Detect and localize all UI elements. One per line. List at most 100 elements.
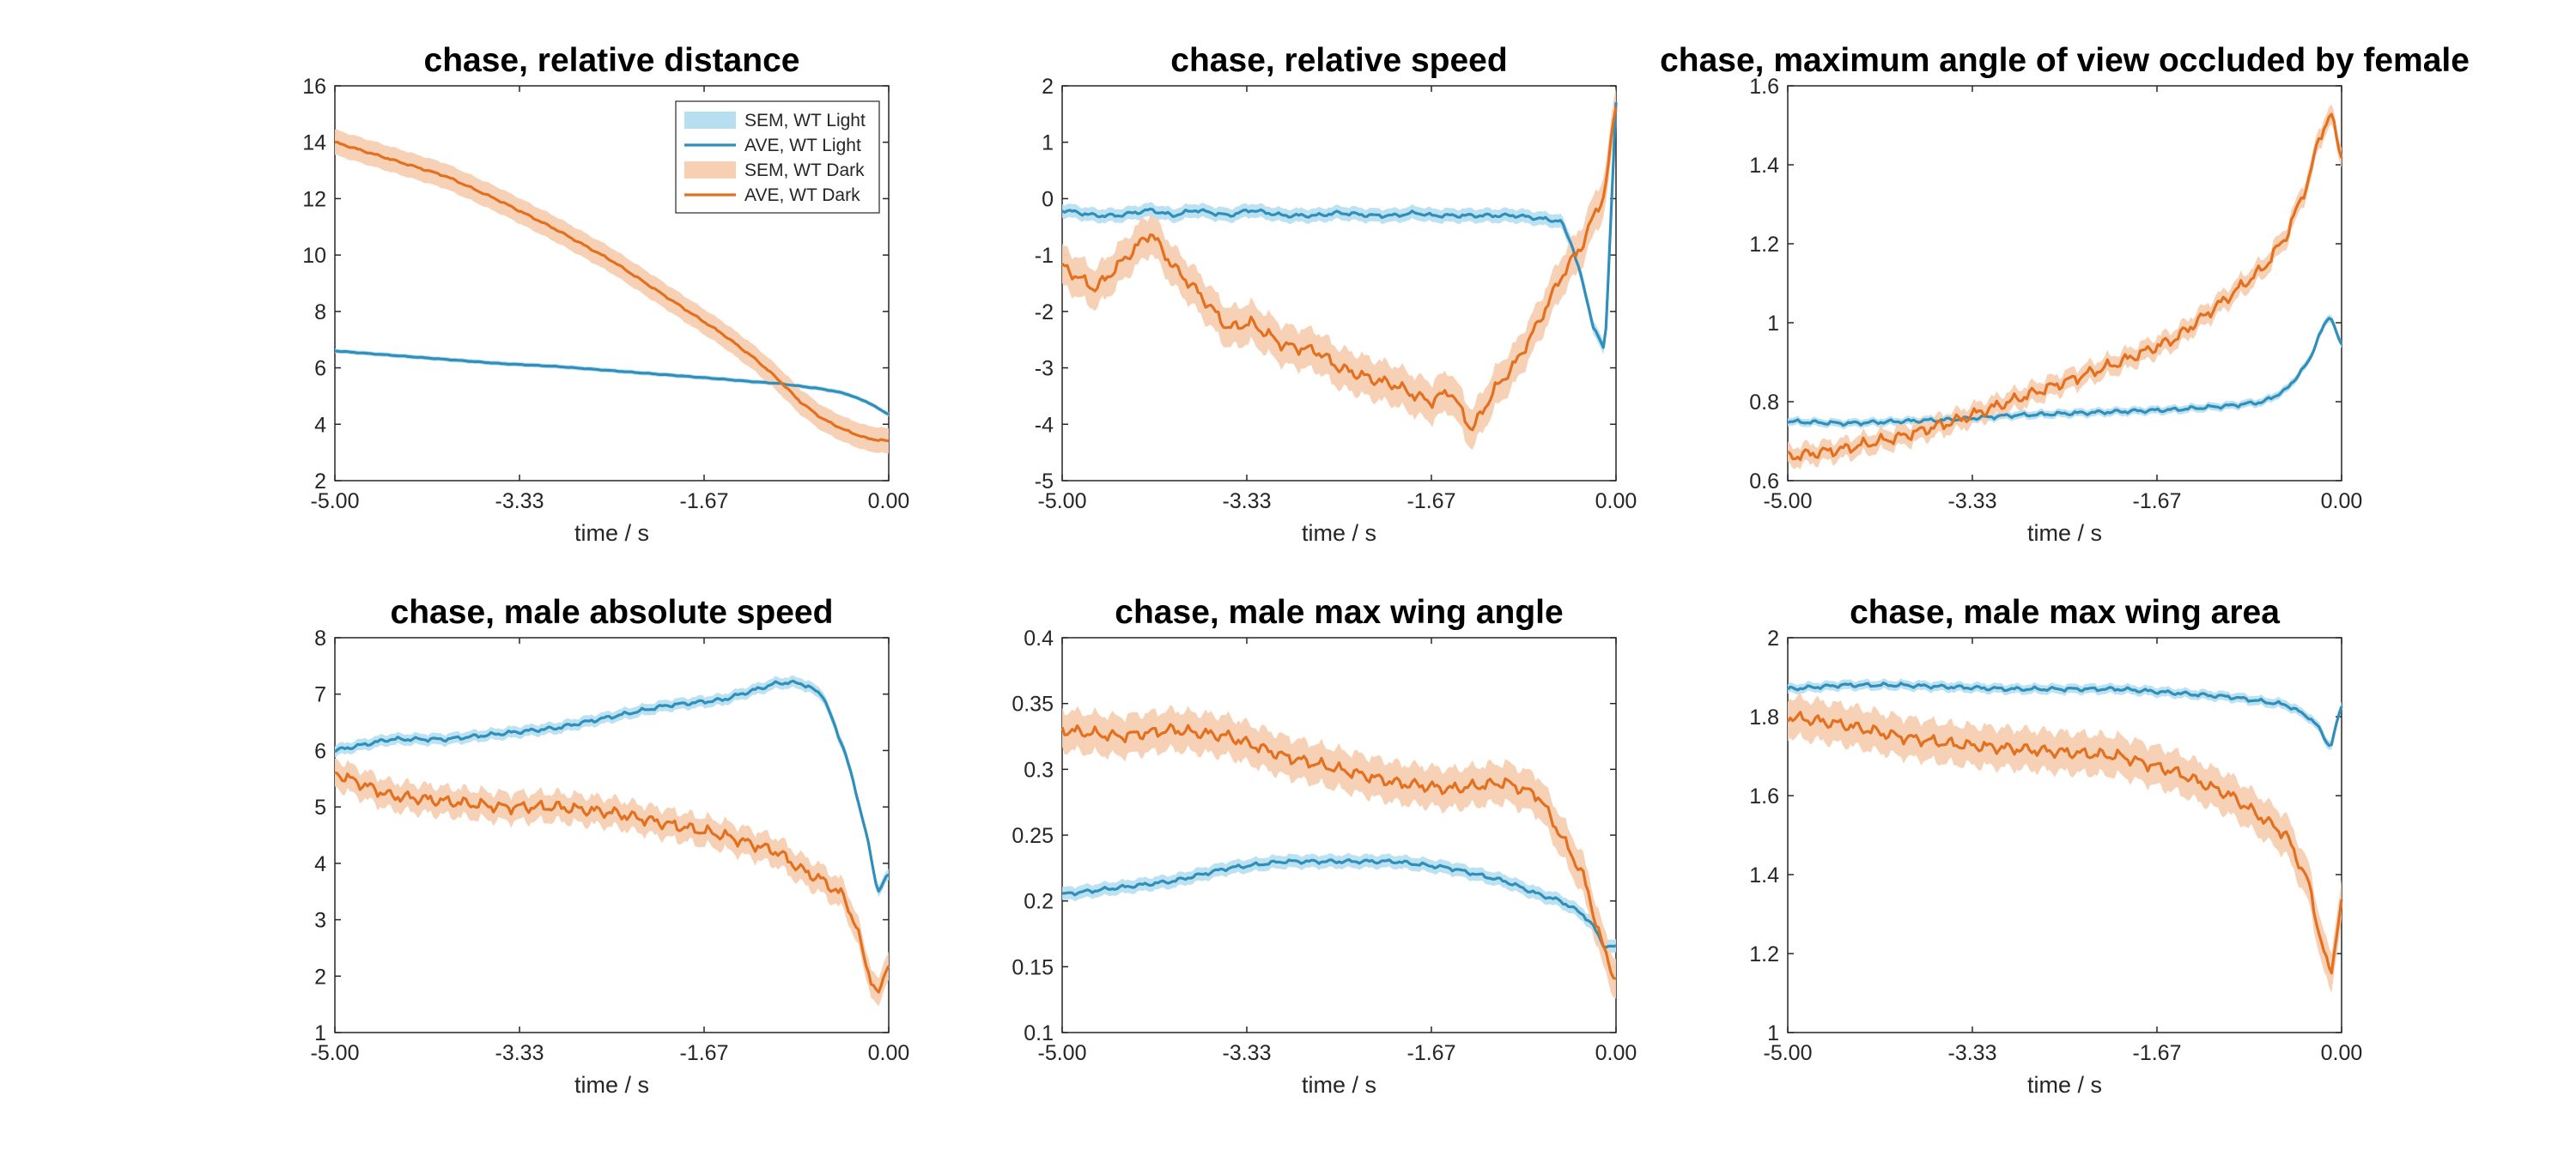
y-tick-label: -5 xyxy=(1035,469,1054,494)
y-tick-label: 1.4 xyxy=(1749,863,1779,887)
y-tick-label: 4 xyxy=(314,852,326,876)
x-axis-label: time / s xyxy=(2027,1072,2102,1098)
panel-5: -5.00 -3.33 -1.67 0.00 0.1 0.15 0.2 0.25 0.3 0.35… xyxy=(1012,594,1637,1098)
ave-line-wt-dark xyxy=(1060,106,1618,432)
y-tick-label: 0.2 xyxy=(1024,890,1054,914)
ave-line-wt-light xyxy=(1062,857,1617,949)
y-tick-label: 2 xyxy=(1042,75,1054,99)
y-tick-label: -4 xyxy=(1035,413,1054,437)
x-axis-label: time / s xyxy=(1302,520,1376,546)
ave-line-wt-light xyxy=(1061,102,1618,349)
panel-title: chase, male max wing area xyxy=(1850,594,2280,631)
y-tick-label: 6 xyxy=(314,357,326,381)
x-tick-label: -5.00 xyxy=(311,489,360,513)
ave-line-wt-light xyxy=(334,349,890,416)
y-tick-label: 4 xyxy=(314,413,326,437)
y-tick-label: 0.8 xyxy=(1749,391,1779,415)
x-tick-label: -1.67 xyxy=(680,1041,729,1065)
y-tick-label: 2 xyxy=(314,469,326,494)
ave-line-wt-dark xyxy=(1060,723,1617,980)
x-tick-label: 0.00 xyxy=(1595,489,1637,513)
x-tick-label: -3.33 xyxy=(1223,1041,1272,1065)
sem-band-wt-light xyxy=(335,675,889,897)
y-tick-label: 0.6 xyxy=(1749,469,1779,494)
y-tick-label: 16 xyxy=(302,75,326,99)
panel-3: -5.00 -3.33 -1.67 0.00 0.6 0.8 1 1.2 1.4 1.6chase… xyxy=(1660,42,2470,546)
y-tick-label: -1 xyxy=(1035,244,1054,268)
ave-line-wt-light xyxy=(1787,317,2343,427)
x-tick-label: -5.00 xyxy=(1038,1041,1087,1065)
legend-label: SEM, WT Dark xyxy=(744,161,865,180)
x-tick-label: -5.00 xyxy=(1764,489,1813,513)
y-tick-label: 12 xyxy=(302,187,326,211)
x-axis-label: time / s xyxy=(574,520,649,546)
y-tick-label: 1.2 xyxy=(1749,233,1779,257)
x-tick-label: -3.33 xyxy=(1948,1041,1997,1065)
y-tick-label: 7 xyxy=(314,683,326,707)
y-tick-label: 1.4 xyxy=(1749,154,1779,178)
axes-box xyxy=(1061,637,1617,1033)
y-tick-label: 2 xyxy=(1767,627,1779,651)
x-tick-label: -3.33 xyxy=(495,489,544,513)
y-tick-label: 0.1 xyxy=(1024,1021,1054,1045)
x-tick-label: 0.00 xyxy=(2321,489,2363,513)
y-tick-label: 14 xyxy=(302,131,326,155)
y-tick-label: 0.15 xyxy=(1012,955,1054,979)
legend: SEM, WT Light AVE, WT Light SEM, WT Dark AV… xyxy=(675,100,880,214)
sem-band-wt-dark xyxy=(335,758,889,1007)
x-tick-label: -1.67 xyxy=(2133,1041,2182,1065)
y-tick-label: 0 xyxy=(1042,187,1054,211)
x-tick-label: -5.00 xyxy=(1038,489,1087,513)
legend-label: AVE, WT Dark xyxy=(744,185,860,205)
y-tick-label: 6 xyxy=(314,739,326,763)
y-tick-label: 0.25 xyxy=(1012,824,1054,848)
legend-swatch-band xyxy=(684,161,736,179)
y-tick-label: 10 xyxy=(302,244,326,268)
x-tick-label: 0.00 xyxy=(868,1041,910,1065)
axes-box xyxy=(334,637,890,1033)
ave-line-wt-dark xyxy=(335,141,890,443)
y-tick-label: -2 xyxy=(1035,300,1054,324)
x-axis-label: time / s xyxy=(2027,520,2102,546)
y-tick-label: 1.6 xyxy=(1749,75,1779,99)
y-tick-label: 1.6 xyxy=(1749,784,1779,809)
y-tick-label: 1 xyxy=(314,1021,326,1045)
sem-band-wt-dark xyxy=(1788,692,2342,993)
sem-band-wt-dark xyxy=(1062,87,1616,450)
x-tick-label: -5.00 xyxy=(311,1041,360,1065)
y-tick-label: 1 xyxy=(1767,312,1779,336)
y-tick-label: 5 xyxy=(314,796,326,820)
y-tick-label: 8 xyxy=(314,627,326,651)
x-axis-label: time / s xyxy=(1302,1072,1376,1098)
panel-title: chase, relative speed xyxy=(1170,42,1507,79)
y-tick-label: -3 xyxy=(1035,357,1054,381)
y-tick-label: 0.4 xyxy=(1024,627,1054,651)
y-tick-label: 3 xyxy=(314,909,326,933)
legend-swatch-band xyxy=(684,112,736,129)
sem-band-wt-dark xyxy=(335,129,889,454)
y-tick-label: 8 xyxy=(314,300,326,324)
panel-6: -5.00 -3.33 -1.67 0.00 1 1.2 1.4 1.6 1.8 2 chase, … xyxy=(1749,594,2362,1098)
legend-label: SEM, WT Light xyxy=(744,111,866,130)
y-tick-label: 1 xyxy=(1042,131,1054,155)
ave-line-wt-light xyxy=(333,679,890,893)
y-tick-label: 1.8 xyxy=(1749,706,1779,730)
panel-title: chase, maximum angle of view occluded by… xyxy=(1660,42,2470,79)
y-tick-label: 1.2 xyxy=(1749,942,1779,966)
y-tick-label: 2 xyxy=(314,965,326,989)
x-tick-label: -1.67 xyxy=(680,489,729,513)
y-tick-label: 1 xyxy=(1767,1021,1779,1045)
panel-title: chase, relative distance xyxy=(424,42,800,79)
x-tick-label: -3.33 xyxy=(495,1041,544,1065)
x-tick-label: -3.33 xyxy=(1223,489,1272,513)
x-tick-label: 0.00 xyxy=(868,489,910,513)
ave-line-wt-light xyxy=(1786,681,2343,748)
x-tick-label: 0.00 xyxy=(2321,1041,2363,1065)
ave-line-wt-dark xyxy=(334,771,890,994)
panel-title: chase, male absolute speed xyxy=(391,594,834,631)
panel-1: -5.00 -3.33 -1.67 0.00 2 4 6 8 10 12 14 16 chase, re… xyxy=(302,42,909,546)
panel-4: -5.00 -3.33 -1.67 0.00 1 2 3 4 5 6 7 8 chase, male a… xyxy=(311,594,910,1098)
sem-band-wt-light xyxy=(1062,852,1616,954)
axes-box xyxy=(1061,85,1617,482)
